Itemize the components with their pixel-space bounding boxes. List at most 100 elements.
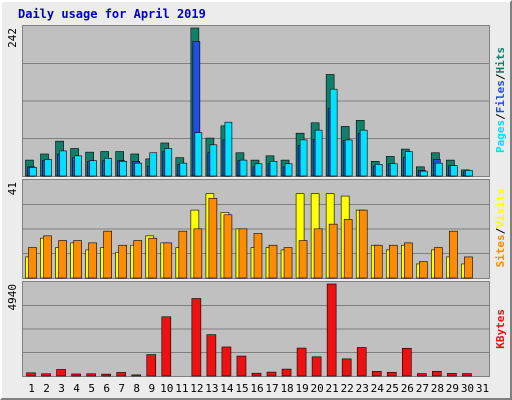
bar-pages-day-16 xyxy=(254,163,263,177)
bar-kbytes-day-23 xyxy=(356,347,367,377)
xtick-day-6: 6 xyxy=(103,382,110,395)
legend-visits-sites: Sites/Visits xyxy=(493,180,507,276)
bar-kbytes-day-3 xyxy=(56,369,66,377)
bar-sites-day-22 xyxy=(343,219,353,279)
bar-kbytes-day-12 xyxy=(191,298,202,377)
bar-pages-day-15 xyxy=(239,159,248,177)
bar-sites-day-19 xyxy=(298,240,308,279)
xtick-day-29: 29 xyxy=(446,382,459,395)
bar-sites-day-20 xyxy=(313,228,323,279)
bar-pages-day-25 xyxy=(389,163,398,177)
xtick-day-5: 5 xyxy=(88,382,95,395)
bar-pages-day-30 xyxy=(465,170,473,177)
legend-sites: Sites xyxy=(493,234,507,268)
bar-pages-day-2 xyxy=(44,159,52,177)
xtick-day-27: 27 xyxy=(416,382,429,395)
xtick-day-25: 25 xyxy=(386,382,399,395)
xtick-day-17: 17 xyxy=(265,382,278,395)
xtick-day-8: 8 xyxy=(133,382,140,395)
xtick-day-21: 21 xyxy=(326,382,339,395)
bar-kbytes-day-26 xyxy=(402,347,412,377)
bar-sites-day-6 xyxy=(103,230,112,279)
bar-pages-day-20 xyxy=(314,129,323,177)
bar-pages-day-24 xyxy=(374,164,383,177)
bar-pages-day-8 xyxy=(134,162,143,177)
bar-pages-day-22 xyxy=(344,139,353,177)
xtick-day-1: 1 xyxy=(28,382,35,395)
bar-kbytes-day-5 xyxy=(86,373,96,377)
bar-kbytes-day-29 xyxy=(447,373,457,377)
bar-sites-day-21 xyxy=(328,223,338,279)
bar-kbytes-day-9 xyxy=(146,354,157,377)
bar-pages-day-23 xyxy=(359,129,368,177)
xtick-day-14: 14 xyxy=(220,382,234,395)
bar-kbytes-day-2 xyxy=(41,373,51,377)
bar-pages-day-3 xyxy=(59,150,67,177)
bar-sites-day-30 xyxy=(464,256,473,279)
chart-title: Daily usage for April 2019 xyxy=(18,7,206,21)
bar-sites-day-3 xyxy=(58,240,67,279)
bar-sites-day-24 xyxy=(373,244,383,279)
bar-sites-day-26 xyxy=(404,242,413,279)
bar-sites-day-7 xyxy=(118,244,127,279)
bar-sites-day-28 xyxy=(434,247,443,279)
bar-kbytes-day-18 xyxy=(281,368,292,377)
legend-hits-files-pages: Pages/Files/Hits xyxy=(493,26,507,174)
xtick-day-28: 28 xyxy=(431,382,444,395)
bar-kbytes-day-22 xyxy=(341,358,352,377)
legend-kbytes-label: KBytes xyxy=(493,309,507,349)
bar-pages-day-29 xyxy=(450,165,458,177)
xtick-day-30: 30 xyxy=(461,382,474,395)
bar-pages-day-7 xyxy=(119,161,127,177)
legend-sep-1: / xyxy=(493,113,507,120)
xtick-day-12: 12 xyxy=(190,382,203,395)
bar-pages-day-28 xyxy=(435,162,443,177)
xtick-day-24: 24 xyxy=(371,382,385,395)
bar-sites-day-5 xyxy=(88,242,97,279)
bar-sites-day-2 xyxy=(43,235,52,279)
bar-sites-day-25 xyxy=(388,244,398,279)
legend-text-top: Pages/Files/Hits xyxy=(494,47,507,153)
bar-kbytes-day-20 xyxy=(311,356,322,377)
bar-sites-day-29 xyxy=(449,230,458,279)
bar-pages-day-27 xyxy=(420,170,428,177)
bar-pages-day-12 xyxy=(194,132,203,177)
bar-pages-day-17 xyxy=(269,161,278,177)
legend-files: Files xyxy=(493,80,507,114)
ytick-hits-files-pages: 242 xyxy=(6,28,19,48)
bar-pages-day-11 xyxy=(179,162,188,177)
ytick-kbytes: 4940 xyxy=(6,284,19,311)
bar-pages-day-6 xyxy=(104,157,112,177)
xtick-day-31: 31 xyxy=(476,382,489,395)
xtick-day-20: 20 xyxy=(311,382,324,395)
bar-kbytes-day-30 xyxy=(462,373,472,377)
bar-sites-day-12 xyxy=(193,228,203,279)
bar-sites-day-1 xyxy=(28,247,37,279)
xtick-day-13: 13 xyxy=(205,382,218,395)
bar-pages-day-19 xyxy=(299,139,308,177)
bar-sites-day-11 xyxy=(178,230,188,279)
legend-kbytes: KBytes xyxy=(493,282,507,376)
bar-pages-day-10 xyxy=(164,148,173,177)
bar-kbytes-day-14 xyxy=(221,346,232,377)
bar-pages-day-5 xyxy=(89,160,97,177)
bar-kbytes-day-8 xyxy=(131,374,142,377)
bar-sites-day-9 xyxy=(148,237,158,279)
bar-sites-day-14 xyxy=(223,214,233,279)
xtick-day-7: 7 xyxy=(118,382,125,395)
bar-pages-day-18 xyxy=(284,163,293,177)
legend-text-bot: KBytes xyxy=(494,309,507,349)
bar-kbytes-day-21 xyxy=(326,283,337,377)
bar-kbytes-day-7 xyxy=(116,372,126,377)
xtick-day-9: 9 xyxy=(148,382,155,395)
bar-kbytes-day-19 xyxy=(296,347,307,377)
bar-kbytes-day-27 xyxy=(417,373,427,377)
xtick-day-19: 19 xyxy=(295,382,308,395)
bar-kbytes-day-13 xyxy=(206,334,217,377)
xtick-day-22: 22 xyxy=(341,382,354,395)
ytick-visits-sites: 41 xyxy=(6,182,19,195)
bar-kbytes-day-25 xyxy=(386,371,397,377)
xtick-day-4: 4 xyxy=(73,382,80,395)
xtick-day-26: 26 xyxy=(401,382,414,395)
bar-kbytes-day-15 xyxy=(236,355,247,377)
